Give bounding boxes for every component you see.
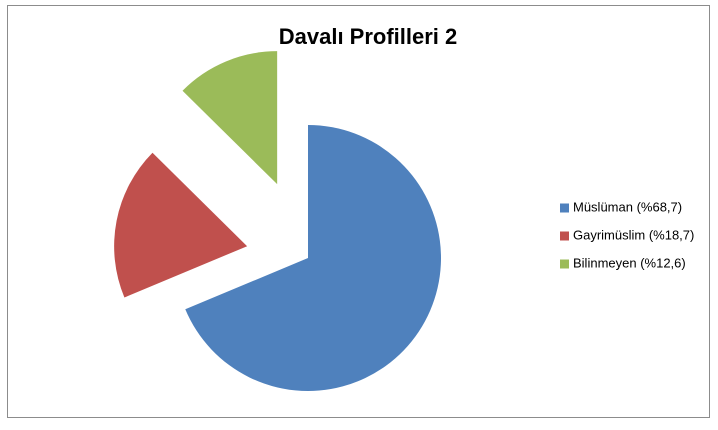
legend-swatch [560,259,569,269]
legend-label: Gayrimüslim (%18,7) [573,227,694,242]
pie-slice [114,152,248,298]
legend-label: Bilinmeyen (%12,6) [573,255,686,270]
legend-swatch [560,231,569,241]
legend-swatch [560,203,569,213]
chart-title: Davalı Profilleri 2 [279,24,458,49]
pie-slice [185,125,441,392]
pie-slice [182,51,278,185]
legend-label: Müslüman (%68,7) [573,199,682,214]
